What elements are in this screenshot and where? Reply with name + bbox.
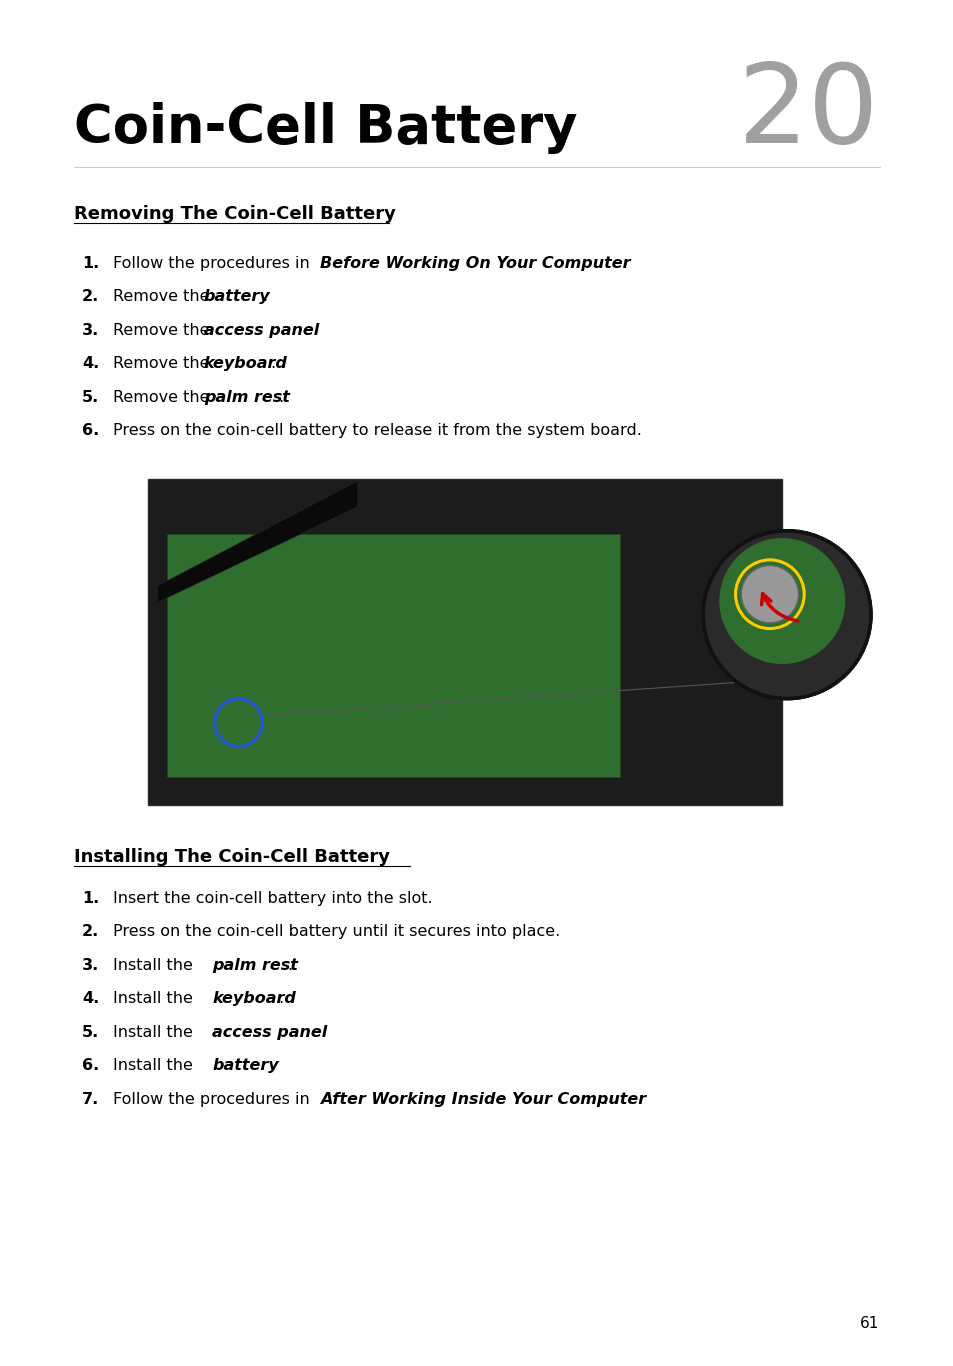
Text: Follow the procedures in: Follow the procedures in: [112, 255, 314, 270]
Text: keyboard: keyboard: [212, 992, 295, 1007]
Text: Removing The Coin-Cell Battery: Removing The Coin-Cell Battery: [74, 205, 395, 223]
Text: Remove the: Remove the: [112, 357, 214, 372]
Text: Install the: Install the: [112, 1059, 197, 1074]
Text: Installing The Coin-Cell Battery: Installing The Coin-Cell Battery: [74, 848, 390, 866]
Text: After Working Inside Your Computer: After Working Inside Your Computer: [320, 1091, 646, 1106]
Text: keyboard: keyboard: [204, 357, 288, 372]
Text: Remove the: Remove the: [112, 389, 214, 404]
Text: 3.: 3.: [82, 322, 99, 337]
Text: battery: battery: [212, 1059, 278, 1074]
Text: battery: battery: [204, 290, 271, 305]
Text: 7.: 7.: [82, 1091, 99, 1106]
Text: Follow the procedures in: Follow the procedures in: [112, 1091, 314, 1106]
Text: 2.: 2.: [82, 925, 99, 940]
Text: 6.: 6.: [82, 1059, 99, 1074]
Text: 5.: 5.: [82, 389, 99, 404]
Ellipse shape: [702, 531, 870, 698]
Text: Install the: Install the: [112, 1024, 197, 1040]
Text: 2.: 2.: [82, 290, 99, 305]
Ellipse shape: [719, 538, 844, 664]
Polygon shape: [167, 534, 619, 777]
Text: 1.: 1.: [82, 891, 99, 906]
Text: 5.: 5.: [82, 1024, 99, 1040]
Text: Remove the: Remove the: [112, 322, 214, 337]
Text: Before Working On Your Computer: Before Working On Your Computer: [320, 255, 630, 270]
Text: 20: 20: [738, 60, 879, 167]
Text: Install the: Install the: [112, 992, 197, 1007]
Text: .: .: [270, 1059, 275, 1074]
Text: access panel: access panel: [212, 1024, 327, 1040]
Text: .: .: [602, 1091, 607, 1106]
Text: access panel: access panel: [204, 322, 319, 337]
Text: 4.: 4.: [82, 357, 99, 372]
Text: Install the: Install the: [112, 958, 197, 973]
Text: Press on the coin-cell battery to release it from the system board.: Press on the coin-cell battery to releas…: [112, 423, 640, 438]
Text: Press on the coin-cell battery until it secures into place.: Press on the coin-cell battery until it …: [112, 925, 559, 940]
Text: .: .: [278, 389, 283, 404]
Text: Insert the coin-cell battery into the slot.: Insert the coin-cell battery into the sl…: [112, 891, 432, 906]
Text: 3.: 3.: [82, 958, 99, 973]
Ellipse shape: [740, 566, 798, 623]
Text: 6.: 6.: [82, 423, 99, 438]
Text: .: .: [287, 958, 292, 973]
Text: .: .: [312, 1024, 316, 1040]
Text: .: .: [262, 290, 267, 305]
Polygon shape: [157, 481, 357, 602]
Text: 4.: 4.: [82, 992, 99, 1007]
Text: .: .: [303, 322, 309, 337]
FancyBboxPatch shape: [148, 479, 781, 805]
Text: .: .: [278, 992, 283, 1007]
Text: 1.: 1.: [82, 255, 99, 270]
Text: 61: 61: [860, 1315, 879, 1330]
Text: palm rest: palm rest: [204, 389, 290, 404]
Text: palm rest: palm rest: [212, 958, 297, 973]
Text: .: .: [270, 357, 275, 372]
Text: Remove the: Remove the: [112, 290, 214, 305]
Text: Coin-Cell Battery: Coin-Cell Battery: [74, 102, 578, 154]
